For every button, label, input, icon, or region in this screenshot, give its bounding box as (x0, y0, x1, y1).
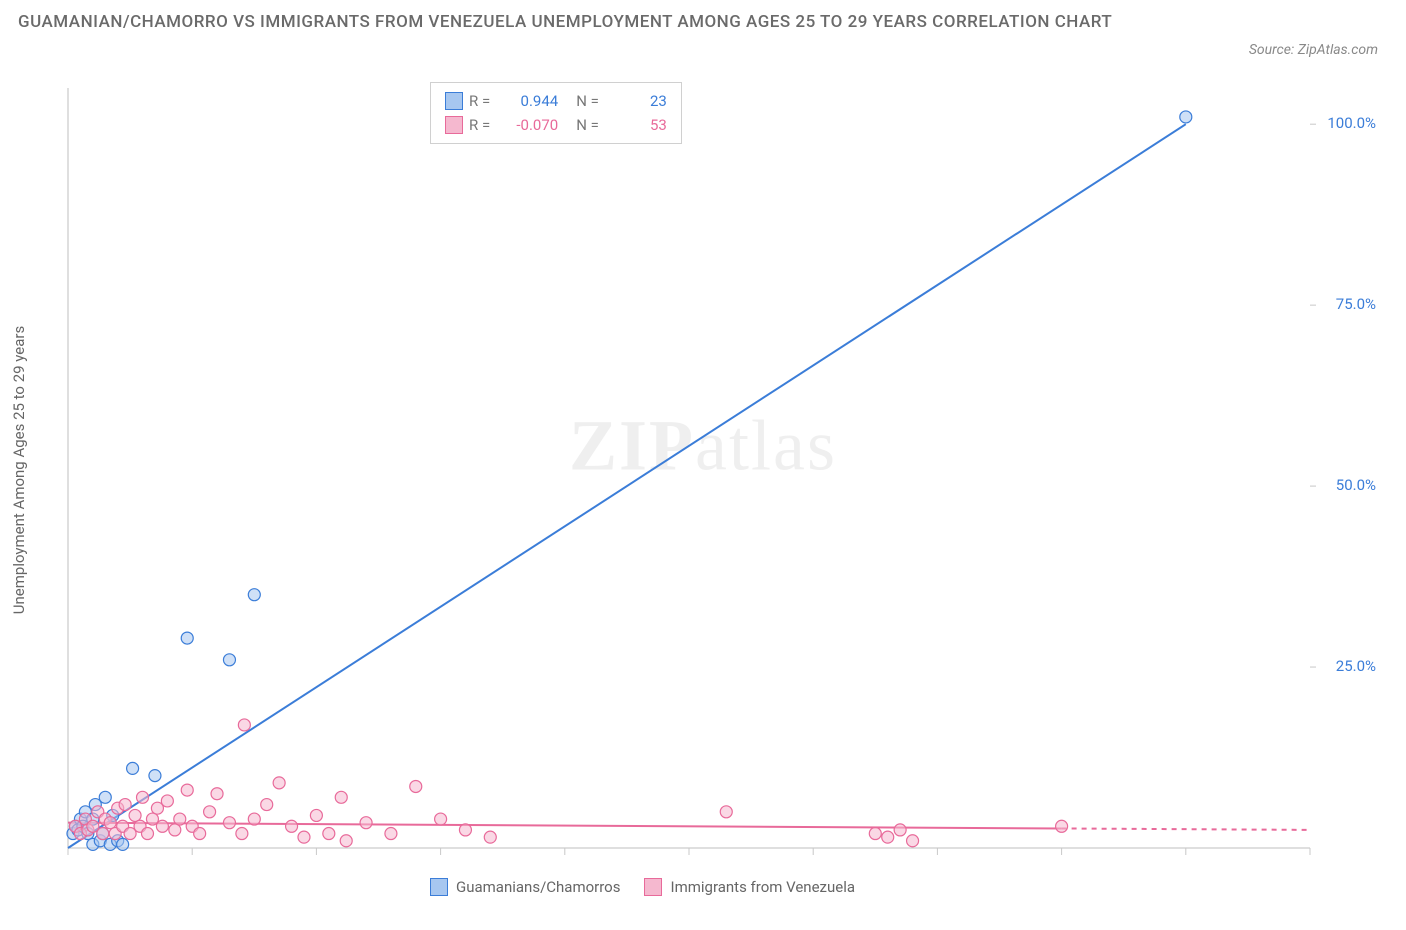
svg-text:75.0%: 75.0% (1336, 295, 1376, 313)
legend-n-label-0: N = (576, 89, 599, 113)
legend-swatch-bottom-1 (644, 878, 662, 896)
source-label: Source: ZipAtlas.com (1249, 42, 1378, 58)
y-axis-label: Unemployment Among Ages 25 to 29 years (10, 326, 28, 614)
legend-n-value-0: 23 (609, 89, 667, 113)
legend-n-value-1: 53 (609, 113, 667, 137)
series-legend: Guamanians/Chamorros Immigrants from Ven… (430, 878, 855, 896)
legend-r-label-1: R = (469, 113, 490, 137)
legend-n-label-1: N = (576, 113, 599, 137)
legend-name-1: Immigrants from Venezuela (670, 878, 855, 896)
svg-text:25.0%: 25.0% (1336, 657, 1376, 675)
legend-swatch-0 (445, 92, 463, 110)
legend-row-series-1: R = -0.070 N = 53 (445, 113, 667, 137)
legend-r-label-0: R = (469, 89, 490, 113)
legend-name-0: Guamanians/Chamorros (456, 878, 620, 896)
legend-item-0: Guamanians/Chamorros (430, 878, 620, 896)
legend-r-value-0: 0.944 (500, 89, 558, 113)
scatter-plot: 25.0%50.0%75.0%100.0%0.0%50.0% (60, 78, 1380, 868)
correlation-legend: R = 0.944 N = 23 R = -0.070 N = 53 (430, 82, 682, 144)
svg-text:100.0%: 100.0% (1327, 114, 1376, 132)
chart-title: GUAMANIAN/CHAMORRO VS IMMIGRANTS FROM VE… (18, 10, 1118, 36)
legend-item-1: Immigrants from Venezuela (644, 878, 855, 896)
svg-text:50.0%: 50.0% (1336, 476, 1376, 494)
legend-r-value-1: -0.070 (500, 113, 558, 137)
legend-swatch-1 (445, 116, 463, 134)
legend-row-series-0: R = 0.944 N = 23 (445, 89, 667, 113)
legend-swatch-bottom-0 (430, 878, 448, 896)
